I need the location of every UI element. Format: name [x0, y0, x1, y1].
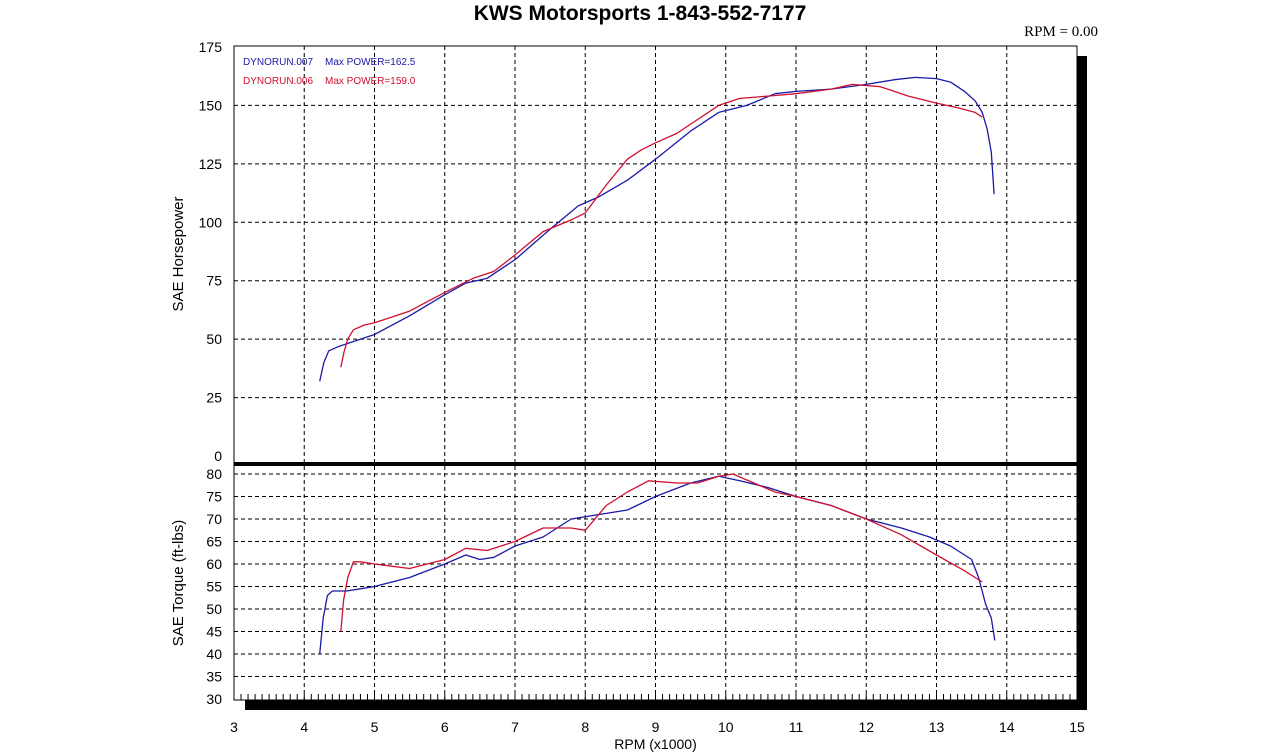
tq-y-tick-label: 75 — [206, 489, 222, 505]
hp-y-axis-label: SAE Horsepower — [170, 196, 187, 311]
x-tick-label: 4 — [300, 719, 308, 735]
tq-y-tick-label: 50 — [206, 601, 222, 617]
tq-y-tick-label: 70 — [206, 511, 222, 527]
x-tick-label: 15 — [1069, 719, 1085, 735]
hp-y-tick-label: 150 — [199, 97, 223, 113]
chart-title: KWS Motorsports 1-843-552-7177 — [473, 2, 807, 25]
x-axis-label: RPM (x1000) — [614, 736, 696, 752]
tq-y-tick-label: 55 — [206, 579, 222, 595]
tq-series-dynorun-007 — [319, 475, 996, 655]
tq-y-tick-label: 65 — [206, 534, 222, 550]
x-tick-label: 6 — [441, 719, 449, 735]
legend-entry-name: DYNORUN.007 — [243, 57, 313, 68]
horsepower-panel: 0 25 50 75 100 125 150 175 SAE Horsepower — [170, 39, 1077, 464]
tq-y-tick-label: 60 — [206, 556, 222, 572]
hp-y-tick-label: 125 — [199, 156, 223, 172]
legend: DYNORUN.007 Max POWER=162.5 DYNORUN.006 Max… — [243, 57, 416, 87]
hp-y-tick-label: 75 — [206, 273, 222, 289]
shadow-right — [1077, 56, 1087, 710]
tq-y-tick-label: 35 — [206, 669, 222, 685]
tq-y-tick-label: 80 — [206, 466, 222, 482]
tq-y-axis-label: SAE Torque (ft-lbs) — [170, 520, 187, 646]
panel-divider — [234, 462, 1077, 466]
hp-series-dynorun-006 — [340, 83, 983, 368]
hp-series-dynorun-007 — [319, 76, 995, 382]
x-tick-label: 5 — [371, 719, 379, 735]
rpm-readout: RPM = 0.00 — [1024, 24, 1098, 40]
hp-y-tick-label: 25 — [206, 390, 222, 406]
hp-y-tick-label: 100 — [199, 214, 223, 230]
x-tick-label: 14 — [999, 719, 1015, 735]
x-tick-label: 8 — [581, 719, 589, 735]
legend-entry-max-power: Max POWER=159.0 — [325, 76, 416, 87]
tq-series-dynorun-006 — [340, 473, 983, 632]
tq-y-tick-label: 40 — [206, 646, 222, 662]
x-tick-label: 3 — [230, 719, 238, 735]
shadow-bottom — [245, 700, 1087, 710]
hp-y-tick-label: 50 — [206, 331, 222, 347]
x-tick-label: 12 — [858, 719, 874, 735]
torque-panel: 30 35 40 45 50 55 60 65 70 75 80 SAE Torque (ft-lbs… — [170, 466, 1077, 707]
hp-y-tick-label: 0 — [214, 448, 222, 464]
x-tick-label: 9 — [652, 719, 660, 735]
tq-y-tick-label: 45 — [206, 624, 222, 640]
tq-y-tick-label: 30 — [206, 691, 222, 707]
legend-entry-max-power: Max POWER=162.5 — [325, 57, 416, 68]
x-axis: 3 4 5 6 7 8 9 10 11 12 13 14 15 RPM (x1000) — [230, 694, 1085, 752]
x-tick-label: 10 — [718, 719, 734, 735]
x-tick-label: 7 — [511, 719, 519, 735]
legend-entry-name: DYNORUN.006 — [243, 76, 313, 87]
x-tick-label: 11 — [789, 719, 804, 735]
x-tick-label: 13 — [929, 719, 945, 735]
hp-y-tick-label: 175 — [199, 39, 223, 55]
